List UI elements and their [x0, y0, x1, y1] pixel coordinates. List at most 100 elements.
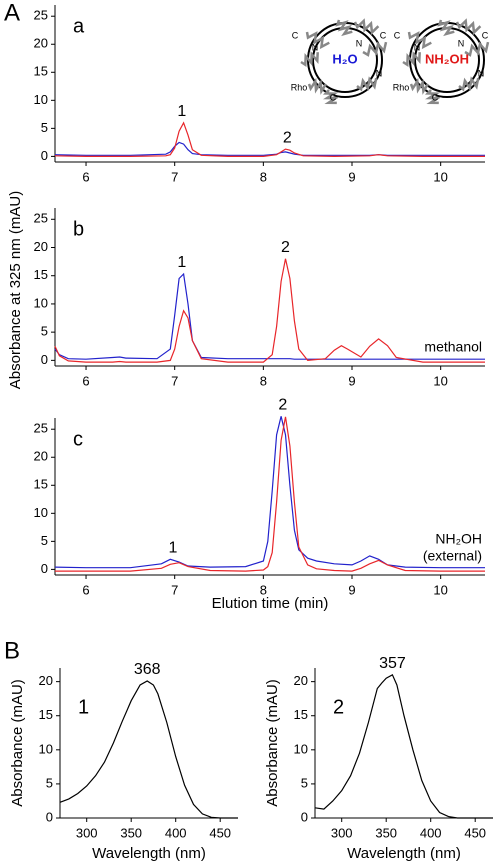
inset-terminus: C	[380, 30, 387, 40]
x-tick-label: 10	[433, 373, 447, 388]
panel-label: A	[4, 0, 20, 26]
subpanel-label: 2	[333, 696, 344, 718]
inset-terminus: N	[414, 42, 421, 52]
x-tick-label: 350	[120, 825, 142, 840]
peak-label: 357	[379, 655, 406, 672]
y-tick-label: 5	[41, 120, 48, 135]
inset-helix	[424, 89, 442, 105]
y-tick-label: 20	[34, 36, 48, 51]
y-tick-label: 20	[34, 239, 48, 254]
inset-terminus: C	[482, 30, 489, 40]
y-tick-label: 20	[294, 673, 308, 688]
x-tick-label: 350	[375, 825, 397, 840]
y-tick-label: 25	[34, 421, 48, 436]
x-tick-label: 450	[464, 825, 486, 840]
x-tick-label: 6	[82, 582, 89, 597]
y-tick-label: 10	[294, 741, 308, 756]
inset-helix	[305, 31, 330, 50]
y-tick-label: 25	[34, 8, 48, 23]
y-tick-label: 15	[39, 707, 53, 722]
data-line	[54, 416, 485, 569]
x-tick-label: 8	[260, 582, 267, 597]
inset-label: NH₂OH	[425, 51, 469, 66]
subpanel-label: b	[73, 218, 84, 240]
annotation: methanol	[424, 339, 482, 355]
subpanel-label: a	[73, 15, 85, 37]
x-tick-label: 7	[171, 582, 178, 597]
y-axis-label: Absorbance (mAU)	[264, 679, 281, 807]
x-tick-label: 300	[76, 825, 98, 840]
y-tick-label: 0	[46, 809, 53, 824]
inset-terminus: N	[376, 68, 383, 78]
data-line	[54, 258, 485, 363]
x-tick-label: 10	[433, 169, 447, 184]
inset-helix	[322, 89, 340, 105]
peak-label: 368	[134, 661, 161, 678]
inset-helix	[437, 19, 455, 37]
inset-helix	[356, 76, 378, 92]
inset-helix	[402, 50, 421, 68]
peak-label: 2	[281, 239, 290, 256]
data-line	[54, 272, 485, 360]
y-tick-label: 0	[41, 352, 48, 367]
x-tick-label: 6	[82, 169, 89, 184]
y-axis-label: Absorbance (mAU)	[9, 679, 26, 807]
panel-label: B	[4, 637, 20, 664]
inset-helix	[407, 31, 432, 50]
peak-label: 1	[177, 103, 186, 120]
x-tick-label: 6	[82, 373, 89, 388]
x-tick-label: 7	[171, 373, 178, 388]
peak-label: 2	[283, 129, 292, 146]
y-tick-label: 10	[34, 92, 48, 107]
data-line	[54, 121, 485, 158]
inset-helix	[353, 18, 380, 36]
annotation: NH₂OH	[435, 531, 482, 547]
inset-terminus: C	[394, 30, 401, 40]
inset-helix	[455, 18, 482, 36]
x-tick-label: 9	[348, 373, 355, 388]
inset-terminus: C	[330, 92, 337, 102]
inset-helix	[335, 19, 353, 37]
inset-diagram: H₂O C N C N N Rho C	[291, 18, 388, 105]
subpanel-label: c	[73, 428, 83, 450]
inset-terminus: C	[432, 92, 439, 102]
y-tick-label: 0	[301, 809, 308, 824]
y-tick-label: 15	[294, 707, 308, 722]
y-tick-label: 0	[41, 561, 48, 576]
x-axis-label: Elution time (min)	[212, 595, 329, 612]
subpanel-label: 1	[78, 696, 89, 718]
y-tick-label: 15	[34, 477, 48, 492]
x-tick-label: 8	[260, 373, 267, 388]
inset-terminus: N	[356, 38, 363, 48]
x-tick-label: 9	[348, 169, 355, 184]
data-line	[55, 416, 485, 572]
x-tick-label: 400	[165, 825, 187, 840]
x-tick-label: 10	[433, 582, 447, 597]
data-line	[59, 680, 238, 819]
peak-label: 1	[177, 254, 186, 271]
x-tick-label: 7	[171, 169, 178, 184]
y-tick-label: 20	[34, 449, 48, 464]
peak-label: 2	[278, 397, 287, 414]
y-tick-label: 20	[39, 673, 53, 688]
peak-label: 1	[168, 540, 177, 557]
inset-helix	[300, 50, 319, 68]
y-tick-label: 0	[41, 148, 48, 163]
y-tick-label: 10	[34, 295, 48, 310]
inset-helix	[464, 41, 490, 57]
inset-terminus: N	[312, 42, 319, 52]
y-tick-label: 10	[34, 505, 48, 520]
inset-terminus: N	[478, 68, 485, 78]
inset-terminus: Rho	[393, 82, 410, 92]
inset-helix	[362, 41, 388, 57]
inset-terminus: C	[292, 30, 299, 40]
x-axis-label: Wavelength (nm)	[92, 845, 206, 862]
inset-helix	[409, 77, 430, 95]
x-tick-label: 400	[420, 825, 442, 840]
inset-helix	[458, 76, 480, 92]
y-tick-label: 10	[39, 741, 53, 756]
inset-terminus: Rho	[291, 82, 308, 92]
y-tick-label: 5	[301, 775, 308, 790]
inset-terminus: N	[458, 38, 465, 48]
